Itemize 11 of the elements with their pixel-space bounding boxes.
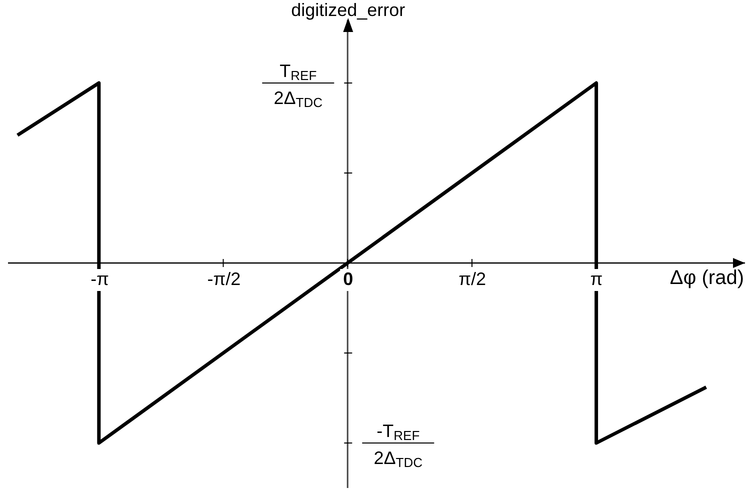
text: 2Δ$_{TDC}$ [374,448,423,470]
x-tick-label: -π/2 [207,269,241,289]
x-tick-label: π/2 [458,269,486,289]
y-axis-title: digitized_error [290,0,406,21]
x-axis-title: Δφ (rad) [670,267,744,290]
x-tick-label: π [590,269,603,289]
x-tick-label: 0 [343,269,354,289]
annotation: 2Δ$_{TDC}$ [274,88,323,110]
x-tick-label: -π [90,269,109,289]
annotation: -T$_{REF}$ [376,421,420,444]
annotation: T$_{REF}$ [280,61,317,84]
